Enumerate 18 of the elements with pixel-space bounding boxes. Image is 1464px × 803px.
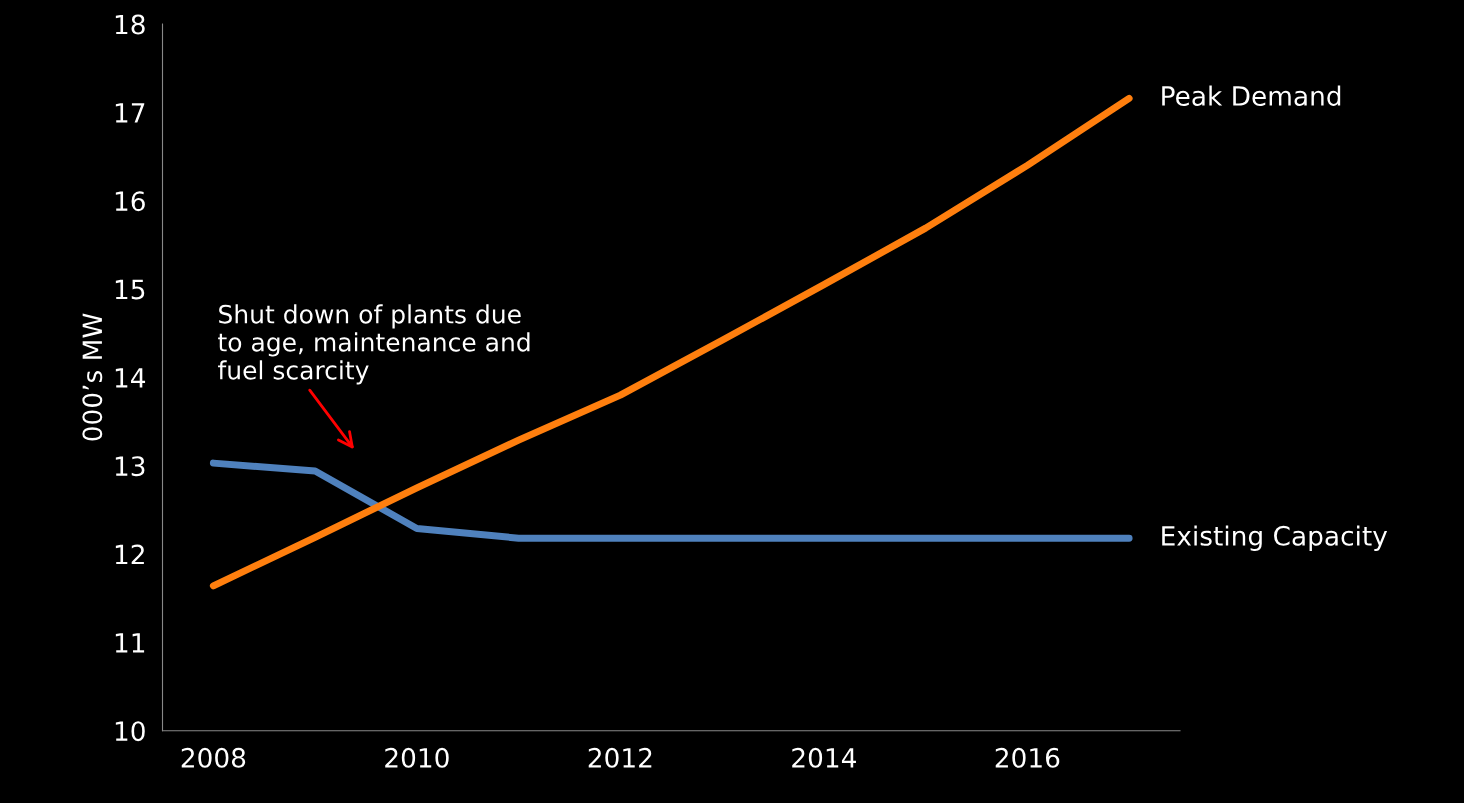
y-tick-label: 15: [115, 279, 145, 300]
annotation: Shut down of plants due to age, maintenance and fuel scarcity: [218, 304, 530, 385]
y-axis-title: 000’s MW: [82, 313, 103, 441]
y-tick-label: 10: [115, 721, 145, 742]
y-tick-label: 18: [115, 14, 145, 35]
x-tick-label: 2016: [995, 747, 1060, 768]
y-tick-label: 16: [115, 191, 145, 212]
x-tick-label: 2008: [181, 747, 246, 768]
x-tick-label: 2014: [792, 747, 856, 768]
y-tick-label: 12: [115, 544, 144, 565]
y-tick-label: 17: [115, 103, 145, 123]
y-tick-label: 11: [115, 633, 145, 653]
series-label: Existing Capacity: [1162, 525, 1388, 551]
y-tick-label: 13: [115, 456, 145, 477]
series-label: Peak Demand: [1162, 85, 1341, 106]
y-tick-label: 14: [115, 368, 146, 388]
x-tick-label: 2012: [588, 747, 652, 768]
x-tick-label: 2010: [385, 747, 449, 768]
